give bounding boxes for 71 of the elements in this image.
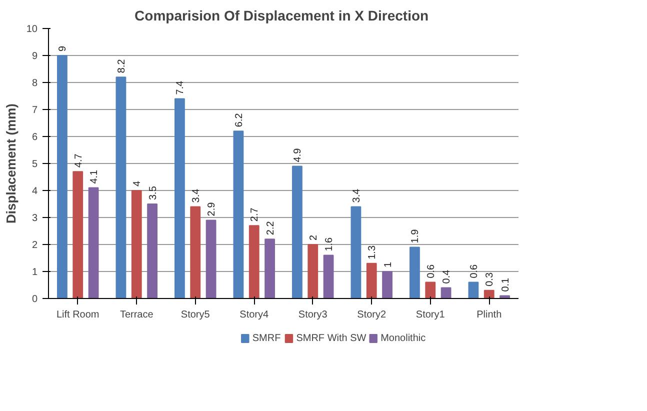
bar bbox=[382, 271, 392, 298]
data-label: 0.6 bbox=[468, 264, 480, 278]
data-label: 7.4 bbox=[175, 80, 186, 95]
bar bbox=[410, 246, 420, 298]
legend-label: SMRF With SW bbox=[296, 333, 367, 344]
bar bbox=[440, 287, 452, 298]
data-label: 4 bbox=[132, 180, 144, 186]
data-label: 0.6 bbox=[426, 264, 437, 278]
y-tick-label: 10 bbox=[26, 24, 38, 35]
y-tick-label: 2 bbox=[32, 240, 38, 251]
bar bbox=[233, 130, 244, 298]
y-tick-label: 6 bbox=[32, 132, 38, 143]
bar bbox=[88, 187, 99, 298]
bar bbox=[116, 76, 126, 298]
data-label: 2.2 bbox=[265, 220, 276, 236]
bar bbox=[72, 171, 84, 298]
bar bbox=[468, 282, 479, 298]
y-axis-title: Displacement (mm) bbox=[3, 104, 18, 224]
bar bbox=[174, 98, 185, 298]
bar bbox=[350, 206, 362, 298]
data-label: 4.7 bbox=[73, 153, 84, 168]
bar bbox=[308, 244, 318, 298]
x-tick-label: Story5 bbox=[180, 310, 210, 320]
data-label: 8.2 bbox=[116, 58, 128, 74]
data-label: 9 bbox=[58, 46, 69, 52]
y-tick-label: 8 bbox=[32, 78, 38, 89]
y-tick-label: 1 bbox=[32, 267, 38, 278]
chart-title: Comparision Of Displacement in X Direction bbox=[134, 8, 429, 24]
bar bbox=[292, 166, 302, 298]
data-label: 4.9 bbox=[292, 148, 304, 162]
legend-label: Monolithic bbox=[380, 333, 426, 344]
data-label: 1 bbox=[382, 262, 394, 268]
x-tick-label: Story4 bbox=[240, 310, 270, 320]
y-tick-label: 5 bbox=[32, 159, 38, 170]
data-label: 0.3 bbox=[484, 272, 496, 286]
y-tick-label: 4 bbox=[32, 186, 38, 197]
x-tick-label: Story2 bbox=[357, 310, 387, 320]
x-tick-label: Story3 bbox=[298, 310, 328, 320]
data-label: 1.9 bbox=[410, 228, 422, 244]
bar bbox=[206, 220, 216, 298]
y-tick-label: 7 bbox=[32, 105, 38, 116]
data-label: 6.2 bbox=[234, 112, 245, 128]
data-label: 0.1 bbox=[500, 277, 512, 292]
data-label: 2.7 bbox=[250, 207, 261, 222]
bar bbox=[57, 55, 68, 298]
x-tick-label: Plinth bbox=[476, 310, 502, 320]
legend-label: SMRF bbox=[252, 333, 281, 344]
x-tick-label: Terrace bbox=[120, 310, 154, 320]
y-tick-label: 9 bbox=[32, 51, 38, 62]
y-tick-label: 3 bbox=[32, 213, 38, 224]
data-label: 2 bbox=[308, 234, 320, 240]
data-label: 3.5 bbox=[148, 186, 159, 200]
data-label: 3.4 bbox=[351, 188, 362, 203]
data-label: 4.1 bbox=[89, 169, 100, 184]
bar bbox=[484, 290, 494, 298]
data-label: 1.6 bbox=[324, 236, 336, 252]
data-label: 0.4 bbox=[442, 269, 453, 284]
bar bbox=[425, 282, 436, 298]
data-label: 2.9 bbox=[206, 202, 218, 216]
bar bbox=[323, 254, 334, 298]
data-label: 3.4 bbox=[190, 188, 202, 203]
data-label: 1.3 bbox=[367, 245, 378, 260]
y-tick-label: 0 bbox=[32, 294, 38, 305]
x-tick-label: Lift Room bbox=[56, 310, 100, 320]
bar bbox=[366, 262, 377, 298]
bar bbox=[147, 204, 158, 298]
bar bbox=[264, 238, 275, 298]
bar bbox=[248, 225, 260, 298]
x-tick-label: Story1 bbox=[416, 310, 446, 320]
bar bbox=[190, 206, 201, 298]
bar bbox=[131, 190, 142, 298]
